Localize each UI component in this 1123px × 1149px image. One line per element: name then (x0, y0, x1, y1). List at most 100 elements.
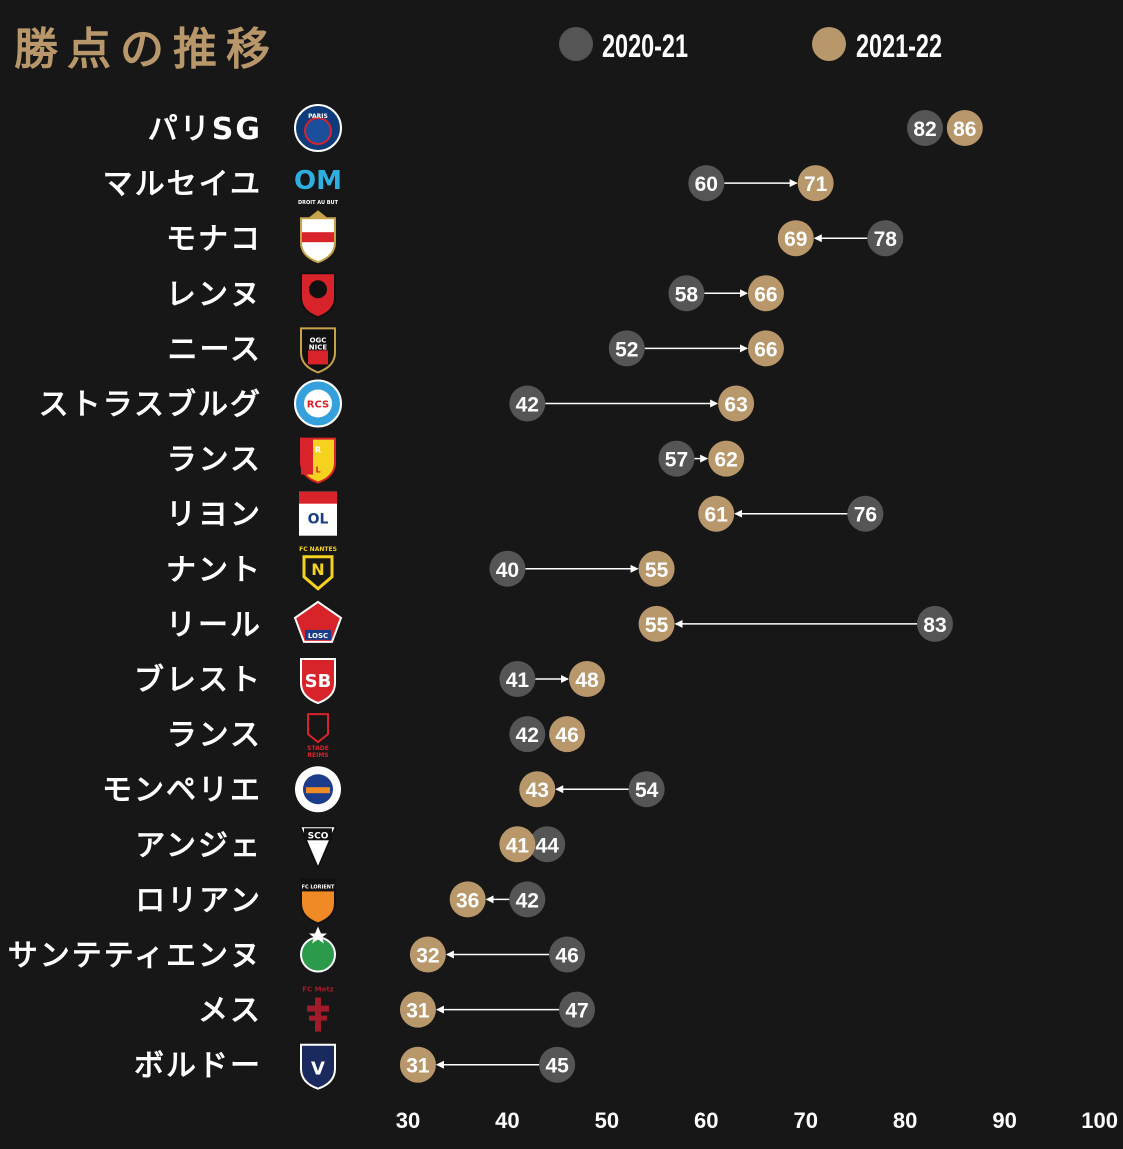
team-label: ロリアン (135, 883, 262, 918)
lyon-logo: OL (299, 491, 337, 536)
team-label: モナコ (166, 222, 262, 257)
team-label: リール (166, 608, 262, 643)
lens-logo: RL (300, 437, 336, 484)
strasbourg-logo: RCS (294, 379, 342, 428)
chart-row: サンテティエンヌ 46 32 (8, 926, 586, 974)
chart-row: モンペリエ 54 43 (102, 766, 665, 813)
point-2021-22 (708, 440, 745, 477)
chart-row: ナント FC NANTES N 40 55 (166, 546, 675, 591)
point-2021-22 (747, 275, 784, 312)
team-label: ニース (168, 332, 263, 367)
svg-text:OGC: OGC (310, 336, 327, 344)
team-label: アンジェ (135, 828, 262, 863)
team-label: リヨン (166, 498, 262, 533)
team-label: ナント (166, 553, 262, 588)
point-2021-22 (718, 385, 755, 422)
point-2021-22 (399, 1046, 436, 1083)
x-tick-label: 90 (992, 1108, 1016, 1133)
team-label: マルセイユ (103, 167, 262, 202)
point-2021-22 (747, 330, 784, 367)
point-2020-21 (509, 716, 546, 753)
point-2020-21 (867, 220, 904, 257)
point-2021-22 (499, 826, 536, 863)
team-label: サンテティエンヌ (8, 939, 262, 974)
point-2020-21 (658, 440, 695, 477)
svg-text:OL: OL (308, 512, 329, 528)
point-2020-21 (847, 495, 884, 532)
svg-text:SCO: SCO (308, 831, 329, 841)
point-2020-21 (916, 605, 953, 642)
x-tick-label: 40 (495, 1108, 519, 1133)
point-2020-21 (907, 110, 944, 146)
value-label-2021-22: 86 (953, 118, 976, 141)
value-label-2020-21: 46 (555, 945, 578, 968)
chart-row: パリSG PARIS 82 86 (148, 104, 983, 152)
x-tick-label: 60 (694, 1108, 718, 1133)
value-label-2020-21: 45 (545, 1055, 569, 1078)
point-2020-21 (608, 330, 645, 367)
point-2021-22 (946, 110, 983, 146)
x-tick-label: 70 (793, 1108, 817, 1133)
value-label-2021-22: 66 (754, 283, 777, 306)
value-label-2021-22: 32 (416, 945, 439, 968)
point-2021-22 (777, 220, 814, 257)
brest-logo: SB (300, 658, 336, 705)
x-axis: 30 40 50 60 70 80 90 100 (396, 1108, 1118, 1133)
value-label-2020-21: 76 (854, 504, 877, 527)
legend-label-prev: 2020-21 (602, 28, 688, 64)
point-2020-21 (529, 826, 566, 863)
value-label-2020-21: 40 (496, 559, 519, 582)
chart-row: レンヌ 58 66 (166, 272, 784, 319)
value-label-2021-22: 55 (645, 614, 669, 637)
legend-marker-prev (559, 27, 593, 61)
legend: 2020-21 2021-22 (559, 27, 942, 64)
chart-row: ストラスブルグ RCS 42 63 (39, 379, 755, 428)
x-tick-label: 50 (595, 1108, 619, 1133)
point-2020-21 (499, 661, 536, 697)
x-tick-label: 30 (396, 1108, 420, 1133)
value-label-2021-22: 62 (714, 449, 737, 472)
point-2021-22 (797, 165, 834, 202)
value-label-2021-22: 55 (645, 559, 669, 582)
chart-row: モナコ 78 69 (166, 210, 904, 264)
svg-text:L: L (315, 466, 320, 475)
chart-row: リール LOSC 83 55 (166, 600, 953, 643)
team-label: パリSG (148, 112, 262, 147)
svg-text:REIMS: REIMS (307, 752, 328, 759)
value-label-2020-21: 58 (675, 283, 699, 306)
point-2020-21 (668, 275, 705, 312)
bordeaux-logo: V (300, 1043, 336, 1090)
value-label-2020-21: 82 (913, 118, 936, 141)
value-label-2021-22: 41 (506, 834, 530, 857)
value-label-2020-21: 41 (506, 669, 530, 692)
team-label: ランス (167, 718, 262, 753)
team-label: モンペリエ (102, 773, 262, 808)
x-tick-label: 100 (1081, 1108, 1118, 1133)
point-2020-21 (489, 550, 526, 587)
chart-row: アンジェ SCO 44 41 (135, 825, 566, 871)
montpellier-logo (295, 766, 341, 813)
angers-logo: SCO (298, 825, 338, 871)
point-2021-22 (409, 936, 446, 973)
point-2020-21 (539, 1046, 576, 1083)
svg-text:LOSC: LOSC (308, 632, 328, 640)
point-2021-22 (638, 550, 675, 587)
chart-row: リヨン OL 76 61 (166, 491, 884, 536)
x-tick-label: 80 (893, 1108, 917, 1133)
point-2021-22 (638, 605, 675, 642)
svg-text:FC LORIENT: FC LORIENT (302, 884, 335, 890)
psg-logo: PARIS (294, 104, 342, 152)
chart-row: マルセイユ OM DROIT AU BUT 60 71 (103, 165, 834, 206)
point-2021-22 (698, 495, 735, 532)
chart-row: ロリアン FC LORIENT 42 36 (135, 878, 546, 925)
value-label-2020-21: 83 (923, 614, 946, 637)
point-2020-21 (688, 165, 725, 202)
chart-row: メス FC Metz 47 31 (198, 986, 596, 1032)
value-label-2021-22: 46 (555, 724, 578, 747)
team-label: ランス (167, 443, 262, 478)
point-2020-21 (509, 385, 546, 422)
chart-title: 勝点の推移 (14, 24, 279, 75)
